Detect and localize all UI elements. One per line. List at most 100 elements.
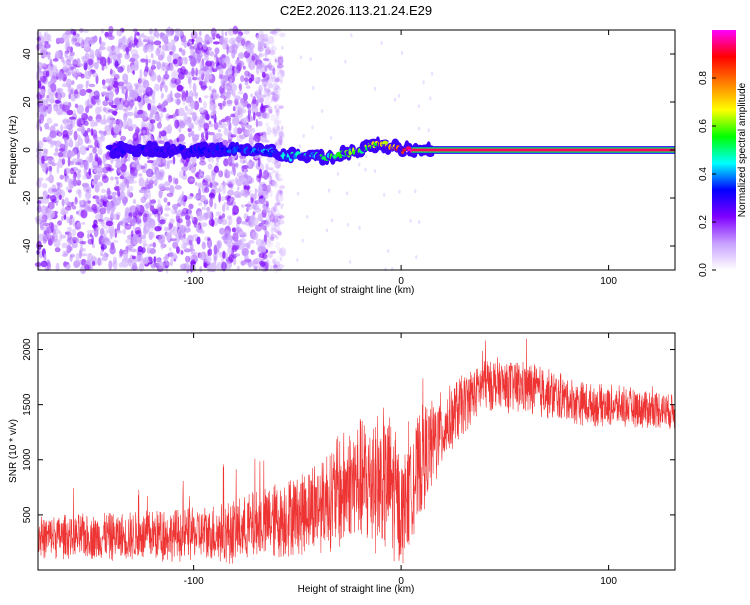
heatmap-cell [269,171,273,178]
heatmap-cell [104,237,110,242]
heatmap-cell [272,214,279,223]
heatmap-cell [77,169,82,174]
heatmap-cell [273,220,277,231]
heatmap-cell [273,94,281,99]
heatmap-cell [101,160,106,164]
heatmap-cell [61,242,68,249]
heatmap-cell [131,124,137,129]
heatmap-cell [269,214,276,223]
heatmap-cell [299,55,303,60]
heatmap-cell [240,75,245,83]
colorbar-scale [712,30,736,270]
heatmap-cell [66,177,72,183]
heatmap-cell [241,117,249,124]
heatmap-cell [254,77,261,85]
heatmap-cell [168,247,172,252]
heatmap-cell [273,128,278,137]
heatmap-cell [126,188,131,198]
heatmap-cell [281,250,285,256]
y-tick-label: 500 [22,506,33,523]
heatmap-cell [270,71,275,80]
heatmap-cell [156,30,160,39]
heatmap-cell [380,41,383,45]
heatmap-cell [143,135,146,144]
heatmap-cell [276,138,281,147]
heatmap-cell [272,82,279,92]
heatmap-cell [156,61,162,70]
heatmap-cell [65,186,72,191]
heatmap-cell [209,182,213,189]
heatmap-cell [181,50,186,56]
heatmap-cell [140,234,147,240]
heatmap-cell [234,116,239,127]
heatmap-cell [125,246,129,252]
heatmap-cell [232,91,236,97]
heatmap-cell [306,214,309,219]
heatmap-cell [199,170,204,177]
heatmap-cell [72,216,75,227]
heatmap-cell [50,222,55,233]
heatmap-cell [226,170,231,178]
heatmap-cell [176,84,183,92]
heatmap-cell [80,124,85,135]
heatmap-cell [42,190,49,198]
heatmap-cell [274,58,278,63]
heatmap-cell [118,42,124,50]
heatmap-cell [102,166,109,174]
heatmap-cell [120,135,127,142]
heatmap-cell [106,85,114,91]
heatmap-cell [226,102,232,107]
heatmap-cell [280,69,285,78]
heatmap-cell [99,227,105,235]
heatmap-cell [265,200,269,208]
heatmap-cell [214,202,217,210]
heatmap-cell [40,75,47,83]
heatmap-cell [206,80,209,84]
heatmap-cell [398,189,401,194]
heatmap-cell [346,222,350,227]
heatmap-cell [107,56,111,66]
heatmap-cell [42,149,48,159]
heatmap-cell [186,219,191,227]
heatmap-cell [149,212,152,218]
heatmap-cell [249,162,254,167]
heatmap-cell [183,120,191,126]
heatmap-cell [279,69,282,73]
heatmap-cell [344,59,347,64]
heatmap-cell [277,190,282,195]
heatmap-cell [193,195,200,200]
heatmap-cell [102,253,108,258]
heatmap-cell [190,112,197,116]
heatmap-cell [182,245,187,250]
heatmap-cell [112,239,119,244]
heatmap-cell [211,30,217,39]
heatmap-cell [258,30,264,37]
heatmap-cell [199,266,203,273]
heatmap-cell [73,130,78,141]
heatmap-cell [254,188,257,196]
heatmap-cell [101,256,108,262]
heatmap-cell [266,258,270,268]
heatmap-cell [185,255,191,263]
heatmap-cell [191,216,195,221]
heatmap-cell [143,243,148,247]
heatmap-cell [61,158,66,166]
heatmap-cell [280,79,283,84]
x-tick-label: -100 [184,276,204,287]
heatmap-cell [213,180,218,189]
heatmap-cell [97,218,104,222]
heatmap-cell [115,85,119,95]
heatmap-cell [104,31,110,37]
heatmap-cell [364,167,367,172]
heatmap-cell [258,266,266,271]
heatmap-cell [120,157,125,163]
heatmap-cell [142,39,148,43]
heatmap-cell [103,163,108,167]
heatmap-cell [58,182,63,188]
heatmap-cell [84,264,90,271]
heatmap-cell [275,215,282,222]
heatmap-cell [63,104,70,113]
heatmap-cell [151,71,156,81]
heatmap-cell [274,173,282,178]
